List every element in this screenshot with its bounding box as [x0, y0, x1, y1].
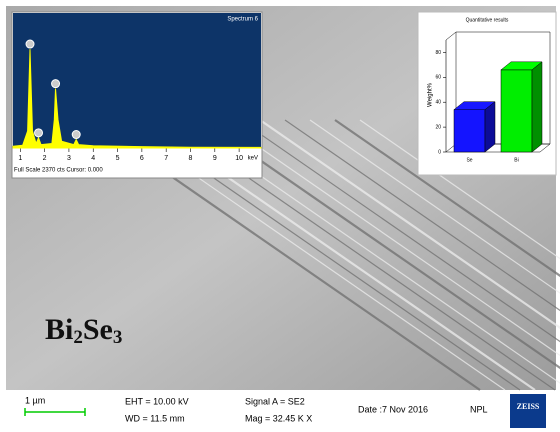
wd: WD = 11.5 mm — [125, 413, 185, 423]
y-tick-label: 20 — [435, 124, 441, 130]
sample-label: Bi2Se3 — [45, 313, 122, 348]
y-tick-label: 40 — [435, 100, 441, 106]
x-tick-label: 3 — [67, 155, 71, 162]
x-tick-label: 8 — [189, 155, 193, 162]
scale-label: 1 µm — [25, 395, 45, 405]
y-tick-label: 0 — [438, 149, 441, 155]
bar-title: Quantitative results — [466, 17, 509, 23]
magnification: Mag = 32.45 K X — [245, 413, 312, 423]
y-axis-label: Weight% — [428, 82, 434, 107]
bar-front — [501, 70, 532, 152]
eht: EHT = 10.00 kV — [125, 396, 189, 406]
x-tick-label: 4 — [91, 155, 95, 162]
figure: 1 µm EHT = 10.00 kV WD = 11.5 mm Signal … — [0, 0, 560, 432]
logo — [510, 394, 546, 428]
brand: ZEISS — [517, 402, 540, 411]
lab: NPL — [470, 404, 488, 414]
x-tick-label: Bi — [514, 157, 518, 163]
peak-marker — [35, 129, 43, 137]
x-tick-label: 6 — [140, 155, 144, 162]
peak-marker — [26, 40, 34, 48]
x-tick-label: 9 — [213, 155, 217, 162]
y-tick-label: 60 — [435, 75, 441, 81]
spectrum-footer: Full Scale 2370 cts Cursor: 0.000 — [14, 168, 103, 174]
x-tick-label: Se — [466, 157, 472, 163]
x-tick-label: 1 — [18, 155, 22, 162]
x-tick-label: 2 — [43, 155, 47, 162]
peak-marker — [52, 80, 60, 88]
spectrum-plot — [13, 13, 261, 148]
bar-side — [485, 102, 495, 152]
spectrum-title: Spectrum 6 — [227, 17, 258, 23]
y-tick-label: 80 — [435, 50, 441, 56]
x-tick-label: 10 — [235, 155, 243, 162]
x-tick-label: 7 — [164, 155, 168, 162]
date: Date :7 Nov 2016 — [358, 404, 428, 414]
peak-marker — [72, 131, 80, 139]
signal: Signal A = SE2 — [245, 396, 305, 406]
bar-front — [454, 110, 485, 152]
bar-side — [532, 62, 542, 152]
x-axis-label: keV — [248, 156, 258, 162]
x-tick-label: 5 — [116, 155, 120, 162]
